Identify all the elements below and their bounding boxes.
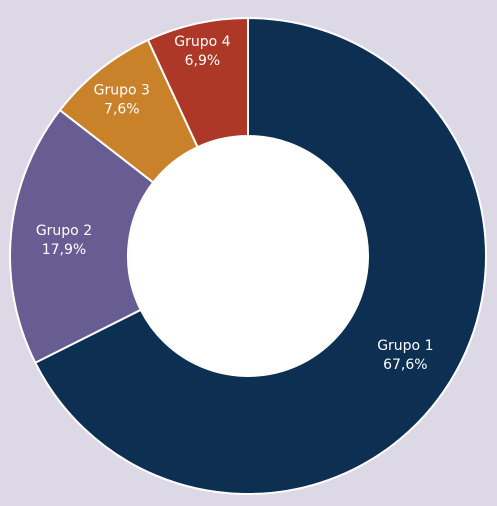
slice-value-grupo-2: 17,9% [42,242,86,258]
slice-label-grupo-1: Grupo 1 67,6% [377,338,433,373]
slice-label-grupo-2: Grupo 2 17,9% [36,223,92,258]
slice-label-grupo-4: Grupo 4 6,9% [174,34,230,69]
slice-grupo-4 [146,16,249,149]
slice-label-grupo-3: Grupo 3 7,6% [94,82,150,117]
slice-value-grupo-1: 67,6% [383,357,427,373]
slice-value-grupo-4: 6,9% [185,53,221,69]
slice-name-grupo-3: Grupo 3 [94,82,150,98]
donut-hole [129,137,367,375]
slice-name-grupo-4: Grupo 4 [174,34,230,50]
slice-value-grupo-3: 7,6% [104,101,140,117]
slice-grupo-2 [9,108,155,365]
slice-name-grupo-1: Grupo 1 [377,338,433,354]
slice-grupo-1 [33,16,487,495]
slice-name-grupo-2: Grupo 2 [36,223,92,239]
